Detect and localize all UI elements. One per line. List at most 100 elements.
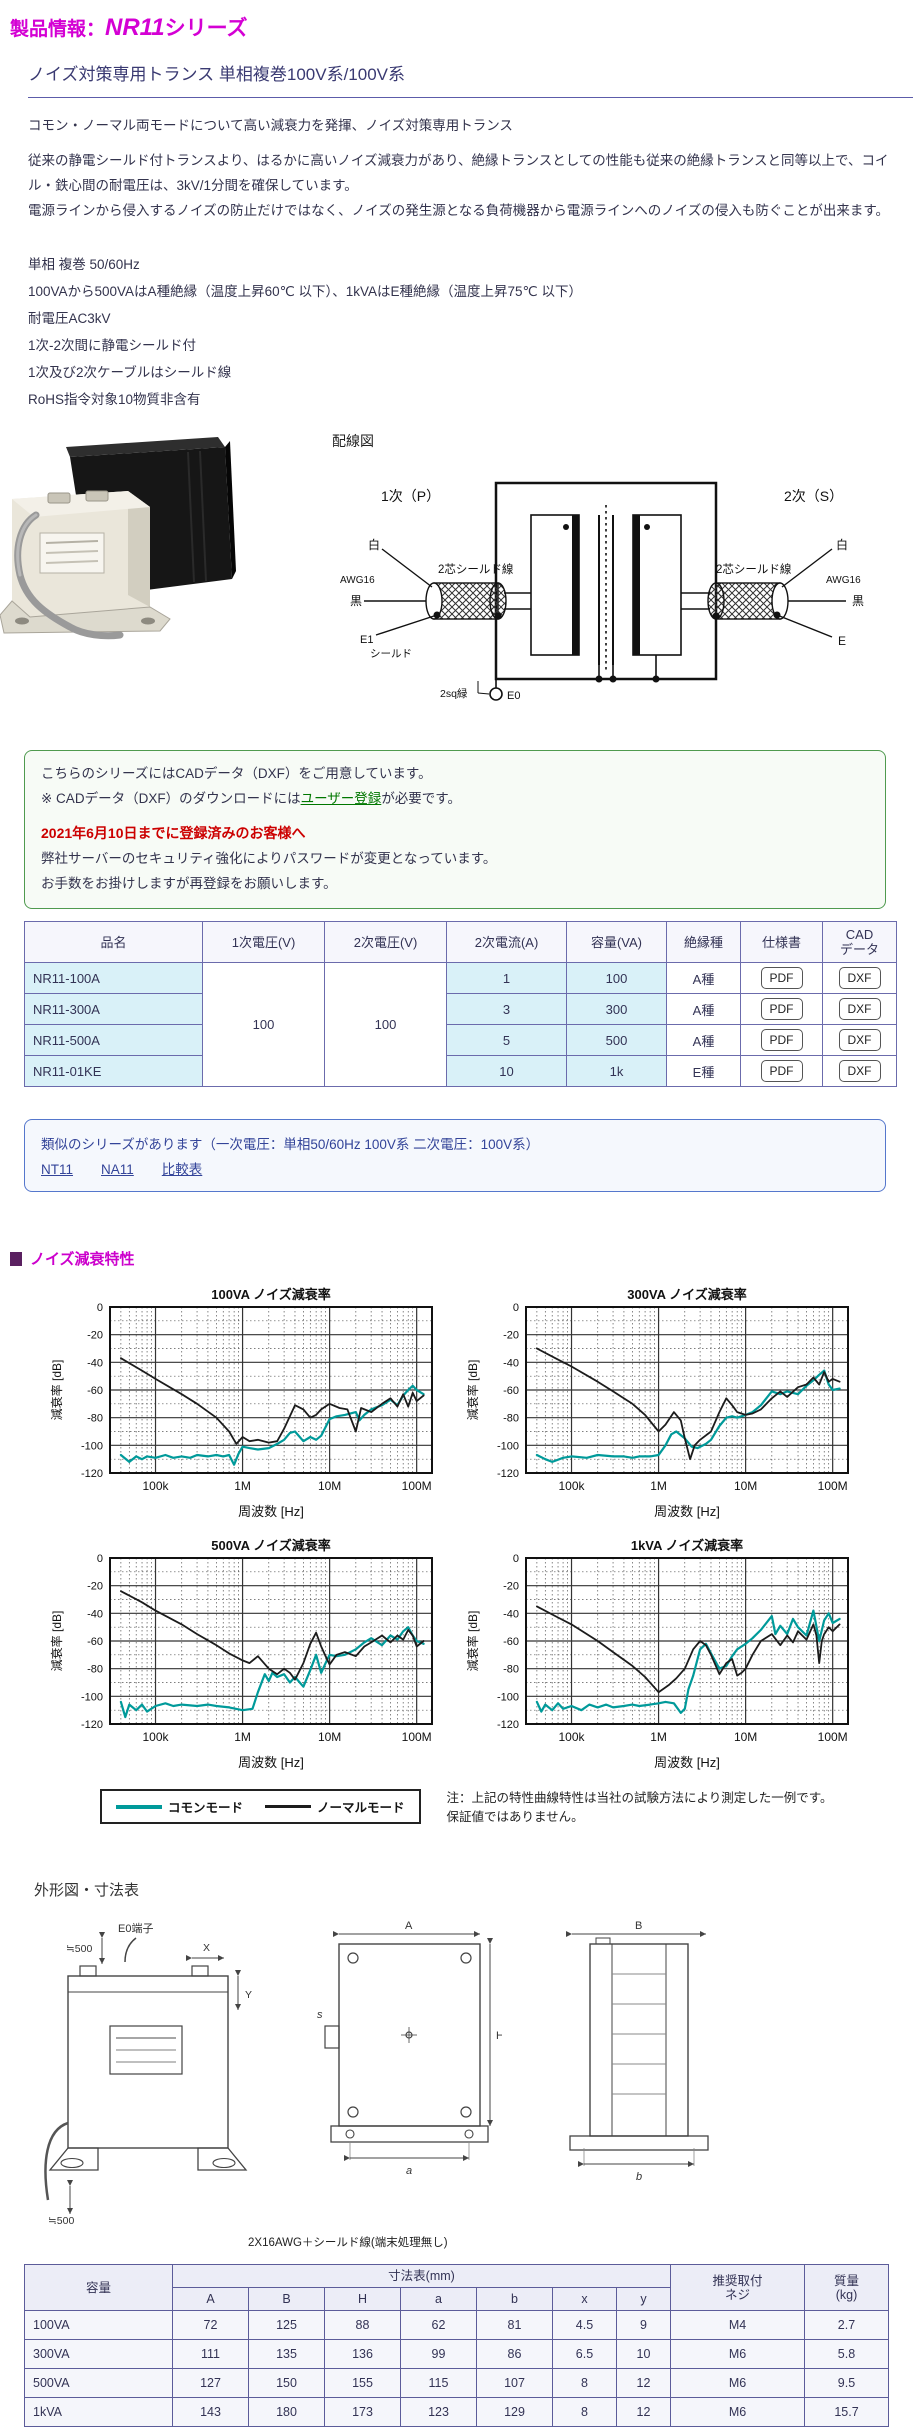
series-name: NR11	[105, 14, 165, 41]
product-photo	[0, 437, 236, 640]
dimension-value-cell: 62	[400, 2310, 477, 2340]
page-header: 製品情報：NR11シリーズ	[0, 0, 913, 42]
svg-text:-20: -20	[503, 1330, 519, 1342]
series-suffix: シリーズ	[164, 17, 248, 40]
capacity-cell: 500	[566, 1024, 667, 1056]
pdf-button[interactable]: PDF	[760, 998, 803, 1020]
approx500-bottom-label: ≒500	[48, 2215, 74, 2227]
wiring-diagram: 1次（P） 2次（S） 2芯シールド線 2芯シールド線 白 AWG16 黒 E1…	[340, 481, 864, 702]
product-table-header-cell: CAD データ	[822, 921, 897, 963]
spec-line: 耐電圧AC3kV	[28, 311, 111, 326]
cad-line2: ※ CADデータ（DXF）のダウンロードにはユーザー登録が必要です。	[41, 786, 869, 811]
product-name-cell: NR11-300A	[24, 993, 203, 1025]
page-title: ノイズ対策専用トランス 単相複巻100V系/100V系	[28, 65, 406, 84]
svg-text:-80: -80	[87, 1664, 103, 1676]
outline-section-heading: 外形図・寸法表	[34, 1882, 140, 1899]
left-black-label: 黒	[350, 594, 362, 608]
primary-label: 1次（P）	[381, 488, 440, 504]
user-registration-link[interactable]: ユーザー登録	[300, 791, 382, 806]
product-table-row: NR11-300A 3 300 A種 PDF DXF	[24, 993, 897, 1025]
svg-text:-40: -40	[87, 1357, 103, 1369]
similar-series-link-na11[interactable]: NA11	[101, 1162, 134, 1177]
chart-title: 100VA ノイズ減衰率	[211, 1287, 331, 1302]
dimension-value-cell: 155	[324, 2368, 401, 2398]
dim-col-header: b	[476, 2287, 553, 2311]
outline-drawings: E0端子 ≒500 X Y ≒500 A	[40, 1918, 913, 2230]
dimension-row: 1kVA 143 180 173 123 129 8 12 M6 15.7	[24, 2397, 889, 2427]
svg-text:-20: -20	[87, 1581, 103, 1593]
outline-drawing-front: A s H a	[317, 1920, 502, 2177]
svg-text:100k: 100k	[143, 1479, 170, 1493]
dimension-value-cell: 129	[476, 2397, 553, 2427]
chart-title: 500VA ノイズ減衰率	[211, 1538, 331, 1553]
dim-H-label: H	[496, 2030, 502, 2042]
spec-line: 単相 複巻 50/60Hz	[28, 257, 140, 272]
secondary-voltage-cell: 100	[324, 962, 447, 1087]
dimension-value-cell: 99	[400, 2339, 477, 2369]
series-ノーマルモード	[536, 1347, 841, 1461]
mass-cell: 9.5	[804, 2368, 889, 2398]
svg-text:-80: -80	[503, 1664, 519, 1676]
header-label: 製品情報：	[10, 19, 106, 40]
similar-series-link-nt11[interactable]: NT11	[41, 1162, 74, 1177]
series-コモンモード	[535, 1609, 841, 1714]
svg-text:-20: -20	[87, 1330, 103, 1342]
product-table-header-cell: 2次電圧(V)	[324, 921, 447, 963]
similar-series-box: 類似のシリーズがあります（一次電圧：単相50/60Hz 100V系 二次電圧：1…	[24, 1119, 886, 1192]
svg-text:100k: 100k	[559, 1479, 586, 1493]
spec-sheet-cell: PDF	[740, 993, 823, 1025]
dimension-capacity-cell: 100VA	[24, 2310, 173, 2340]
outline-drawing-main: E0端子 ≒500 X Y ≒500	[44, 1922, 252, 2227]
series-コモンモード	[119, 1626, 425, 1719]
svg-text:1M: 1M	[234, 1479, 251, 1493]
svg-text:0: 0	[97, 1302, 103, 1314]
title-divider	[28, 97, 913, 98]
dimension-value-cell: 173	[324, 2397, 401, 2427]
legend-item: コモンモード	[116, 1797, 243, 1816]
product-table-head: 品名 1次電圧(V) 2次電圧(V) 2次電流(A) 容量(VA) 絶縁種 仕様書 CAD デ…	[24, 921, 897, 963]
e0-terminal	[489, 687, 503, 701]
pdf-button[interactable]: PDF	[760, 1060, 803, 1082]
spec-list: 単相 複巻 50/60Hz 100VAから500VAはA種絶縁（温度上昇60℃ 以…	[28, 251, 913, 413]
dimension-value-cell: 136	[324, 2339, 401, 2369]
dxf-button[interactable]: DXF	[838, 998, 881, 1020]
left-e1-label: E1	[360, 634, 373, 646]
chart-xlabel: 周波数 [Hz]	[654, 1504, 720, 1519]
similar-series-link-比較表[interactable]: 比較表	[161, 1162, 203, 1177]
svg-text:100k: 100k	[143, 1730, 170, 1744]
cad-line2-post: が必要です。	[381, 791, 461, 806]
dimension-value-cell: 86	[476, 2339, 553, 2369]
dim-a-label: a	[406, 2165, 412, 2177]
description-line: 電源ラインから侵入するノイズの防止だけではなく、ノイズの発生源となる負荷機器から…	[28, 203, 890, 218]
dxf-button[interactable]: DXF	[838, 1060, 881, 1082]
series-コモンモード	[535, 1369, 841, 1463]
mass-cell: 5.8	[804, 2339, 889, 2369]
dimension-value-cell: 115	[400, 2368, 477, 2398]
product-table-row: NR11-500A 5 500 A種 PDF DXF	[24, 1024, 897, 1056]
chart-legend: コモンモード ノーマルモード	[100, 1789, 421, 1824]
right-black-label: 黒	[852, 594, 864, 608]
dxf-button[interactable]: DXF	[838, 1029, 881, 1051]
pdf-button[interactable]: PDF	[760, 1029, 803, 1051]
svg-text:10M: 10M	[734, 1730, 757, 1744]
product-table-header-row: 品名 1次電圧(V) 2次電圧(V) 2次電流(A) 容量(VA) 絶縁種 仕様書 CAD デ…	[24, 921, 897, 963]
cad-data-cell: DXF	[822, 1055, 897, 1087]
noise-chart: 0 -20 -40 -60 -80 -100 -120 100k 1M 10M 100M 300VA …	[465, 1287, 849, 1519]
svg-text:-100: -100	[81, 1440, 103, 1452]
screw-header: 推奨取付 ネジ	[670, 2264, 805, 2311]
pdf-button[interactable]: PDF	[760, 967, 803, 989]
svg-text:-20: -20	[503, 1581, 519, 1593]
dimension-value-cell: 8	[552, 2368, 617, 2398]
dxf-button[interactable]: DXF	[838, 967, 881, 989]
dimension-value-cell: 10	[616, 2339, 671, 2369]
chart-note: 注：上記の特性曲線特性は当社の試験方法により測定した一例です。 保証値ではありま…	[447, 1789, 833, 1827]
dim-col-header: x	[552, 2287, 617, 2311]
noise-charts-grid: 0 -20 -40 -60 -80 -100 -120 100k 1M 10M 100M 100VA …	[48, 1287, 913, 1779]
left-white-label: 白	[368, 537, 380, 552]
dimension-value-cell: 125	[248, 2310, 325, 2340]
dimension-value-cell: 8	[552, 2397, 617, 2427]
spec-line: RoHS指令対象10物質非含有	[28, 392, 201, 407]
